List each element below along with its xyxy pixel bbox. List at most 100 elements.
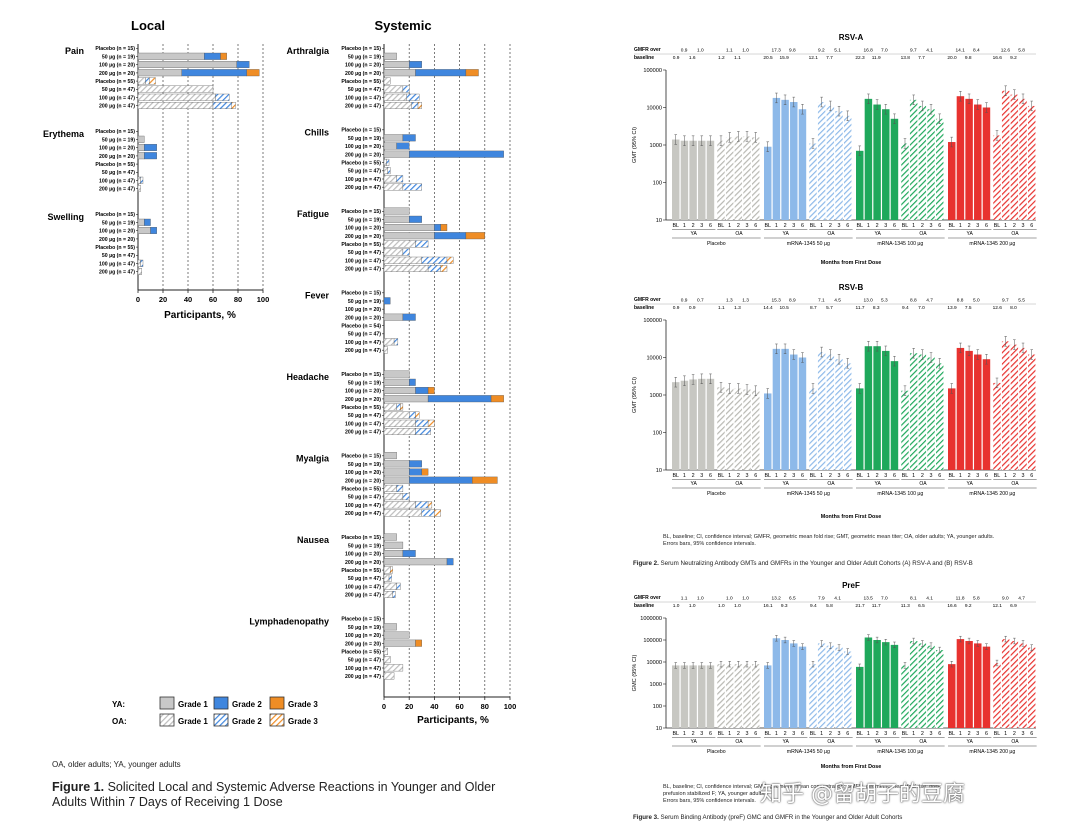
x-tick-label: 60 (455, 702, 463, 711)
timepoint-label: 6 (754, 473, 757, 479)
dose-label: 100 µg (n = 20) (99, 229, 135, 235)
dose-label: 100 µg (n = 47) (99, 95, 135, 101)
gmfr-value: 5.8 (1018, 48, 1025, 54)
timepoint-label: 6 (985, 473, 988, 479)
bar-mrna-1345-50-g-oa-bl (809, 388, 817, 470)
dose-label: Placebo (n = 55) (341, 79, 381, 85)
gmfr-value: 1.0 (697, 48, 704, 54)
bar-placebo-ya-1 (680, 665, 689, 728)
bar-swelling-ya-g2 (150, 227, 157, 234)
bar-lymphadenopathy-oa-g1 (383, 664, 404, 672)
bar-placebo-oa-3 (743, 389, 751, 470)
bar-mrna-1345-50-g-ya-1 (772, 638, 781, 728)
bar-arthralgia-oa-g2 (406, 93, 420, 101)
y-tick-label: 100000 (643, 638, 662, 644)
dose-label: 50 µg (n = 19) (348, 462, 381, 468)
bar-placebo-ya-6 (706, 665, 715, 728)
timepoint-label: BL (718, 731, 725, 737)
bar-fatigue-oa-g3 (446, 256, 454, 264)
dose-label: 200 µg (n = 20) (345, 478, 381, 484)
bar-myalgia-oa-g1 (383, 493, 404, 501)
gmfr-value: 12.1 (993, 603, 1003, 609)
dose-label: 100 µg (n = 47) (99, 261, 135, 267)
bar-lymphadenopathy-ya-g3 (415, 639, 422, 647)
timepoint-label: 1 (683, 223, 686, 229)
bar-swelling-oa-g1 (137, 259, 141, 267)
dose-label: 50 µg (n = 19) (348, 299, 381, 305)
group-label: Placebo (707, 241, 726, 247)
dose-label: Placebo (n = 55) (341, 242, 381, 248)
x-axis-label: Months from First Dose (821, 260, 882, 266)
bar-mrna-1345-200-g-oa-1 (1001, 341, 1010, 470)
timepoint-label: 3 (792, 223, 795, 229)
local-title: Local (131, 18, 165, 33)
cohort-label: YA (783, 481, 790, 487)
timepoint-label: 3 (838, 731, 841, 737)
timepoint-label: 6 (709, 223, 712, 229)
gmfr-value: 8.0 (1010, 305, 1017, 311)
bar-mrna-1345-100-g-oa-1 (909, 641, 918, 728)
bar-mrna-1345-50-g-ya-bl (764, 146, 772, 220)
bar-fever-ya-g1 (383, 313, 404, 321)
gmfr-label: GMFR over (634, 47, 661, 53)
group-label: mRNA-1345 50 µg (787, 241, 830, 247)
x-tick-label: 20 (405, 702, 413, 711)
bar-nausea-oa-g1 (383, 591, 393, 598)
gmfr-value: 16.6 (993, 55, 1003, 61)
gmfr-value: 9.2 (965, 603, 972, 609)
dose-label: 200 µg (n = 20) (345, 560, 381, 566)
figure-3-caption-text: Serum Binding Antibody (preF) GMC and GM… (658, 814, 903, 821)
bar-pain-oa-g1 (137, 93, 216, 101)
timepoint-label: BL (948, 473, 955, 479)
bar-pain-ya-g2 (181, 69, 247, 77)
timepoint-label: 2 (876, 731, 879, 737)
gmfr-value: 7.5 (965, 305, 972, 311)
bar-arthralgia-ya-g2 (409, 61, 422, 68)
gmfr-value: 8.3 (873, 305, 880, 311)
bar-headache-oa-g1 (383, 411, 410, 419)
legend-oa-label: OA: (112, 717, 127, 726)
group-label: mRNA-1345 200 µg (969, 241, 1015, 247)
gmfr-value: 9.0 (1002, 596, 1009, 602)
local-x-axis-label: Participants, % (164, 310, 236, 321)
gmfr-value: 13.8 (901, 55, 911, 61)
bar-mrna-1345-50-g-oa-2 (826, 645, 835, 728)
bar-placebo-oa-bl (717, 664, 725, 728)
gmfr-value: 11.3 (901, 603, 910, 609)
bar-mrna-1345-50-g-ya-3 (790, 102, 798, 220)
timepoint-label: 1 (820, 731, 823, 737)
timepoint-label: 1 (912, 223, 915, 229)
bar-mrna-1345-200-g-oa-bl (993, 382, 1001, 470)
group-label: mRNA-1345 200 µg (969, 749, 1015, 755)
legend-oa-grade1-swatch (159, 713, 175, 727)
bar-placebo-oa-2 (734, 136, 743, 220)
bar-arthralgia-ya-g1 (383, 61, 410, 68)
gmfr-value: 1.0 (742, 596, 749, 602)
bar-mrna-1345-200-g-oa-1 (1001, 90, 1010, 221)
timepoint-label: 6 (985, 223, 988, 229)
bar-mrna-1345-50-g-oa-3 (835, 111, 843, 220)
dose-label: 50 µg (n = 19) (348, 136, 381, 142)
gmfr-label: baseline (634, 55, 654, 61)
bar-mrna-1345-100-g-ya-bl (856, 666, 864, 728)
y-axis-label: GMT (95% CI) (632, 377, 638, 413)
bar-mrna-1345-200-g-oa-bl (993, 663, 1001, 728)
figure-1-caption-label: Figure 1. (52, 780, 105, 794)
gmfr-value: 13.2 (771, 596, 781, 602)
figure-2-footnote-line2: Errors bars, 95% confidence intervals. (663, 541, 756, 547)
timepoint-label: 6 (1030, 473, 1033, 479)
bar-mrna-1345-50-g-ya-6 (798, 109, 807, 220)
bar-mrna-1345-200-g-oa-3 (1019, 643, 1027, 728)
legend-ya-grade1-label: Grade 1 (178, 700, 208, 709)
bar-fever-ya-g2 (383, 297, 391, 305)
bar-mrna-1345-200-g-oa-2 (1010, 344, 1019, 470)
bar-chills-ya-g2 (409, 150, 504, 158)
bar-fatigue-oa-g2 (421, 256, 448, 264)
timepoint-label: 6 (709, 473, 712, 479)
gmfr-label: GMFR over (634, 595, 661, 601)
dose-label: Placebo (n = 15) (341, 535, 381, 541)
bar-arthralgia-ya-g2 (415, 69, 467, 77)
dose-label: 200 µg (n = 20) (345, 234, 381, 240)
